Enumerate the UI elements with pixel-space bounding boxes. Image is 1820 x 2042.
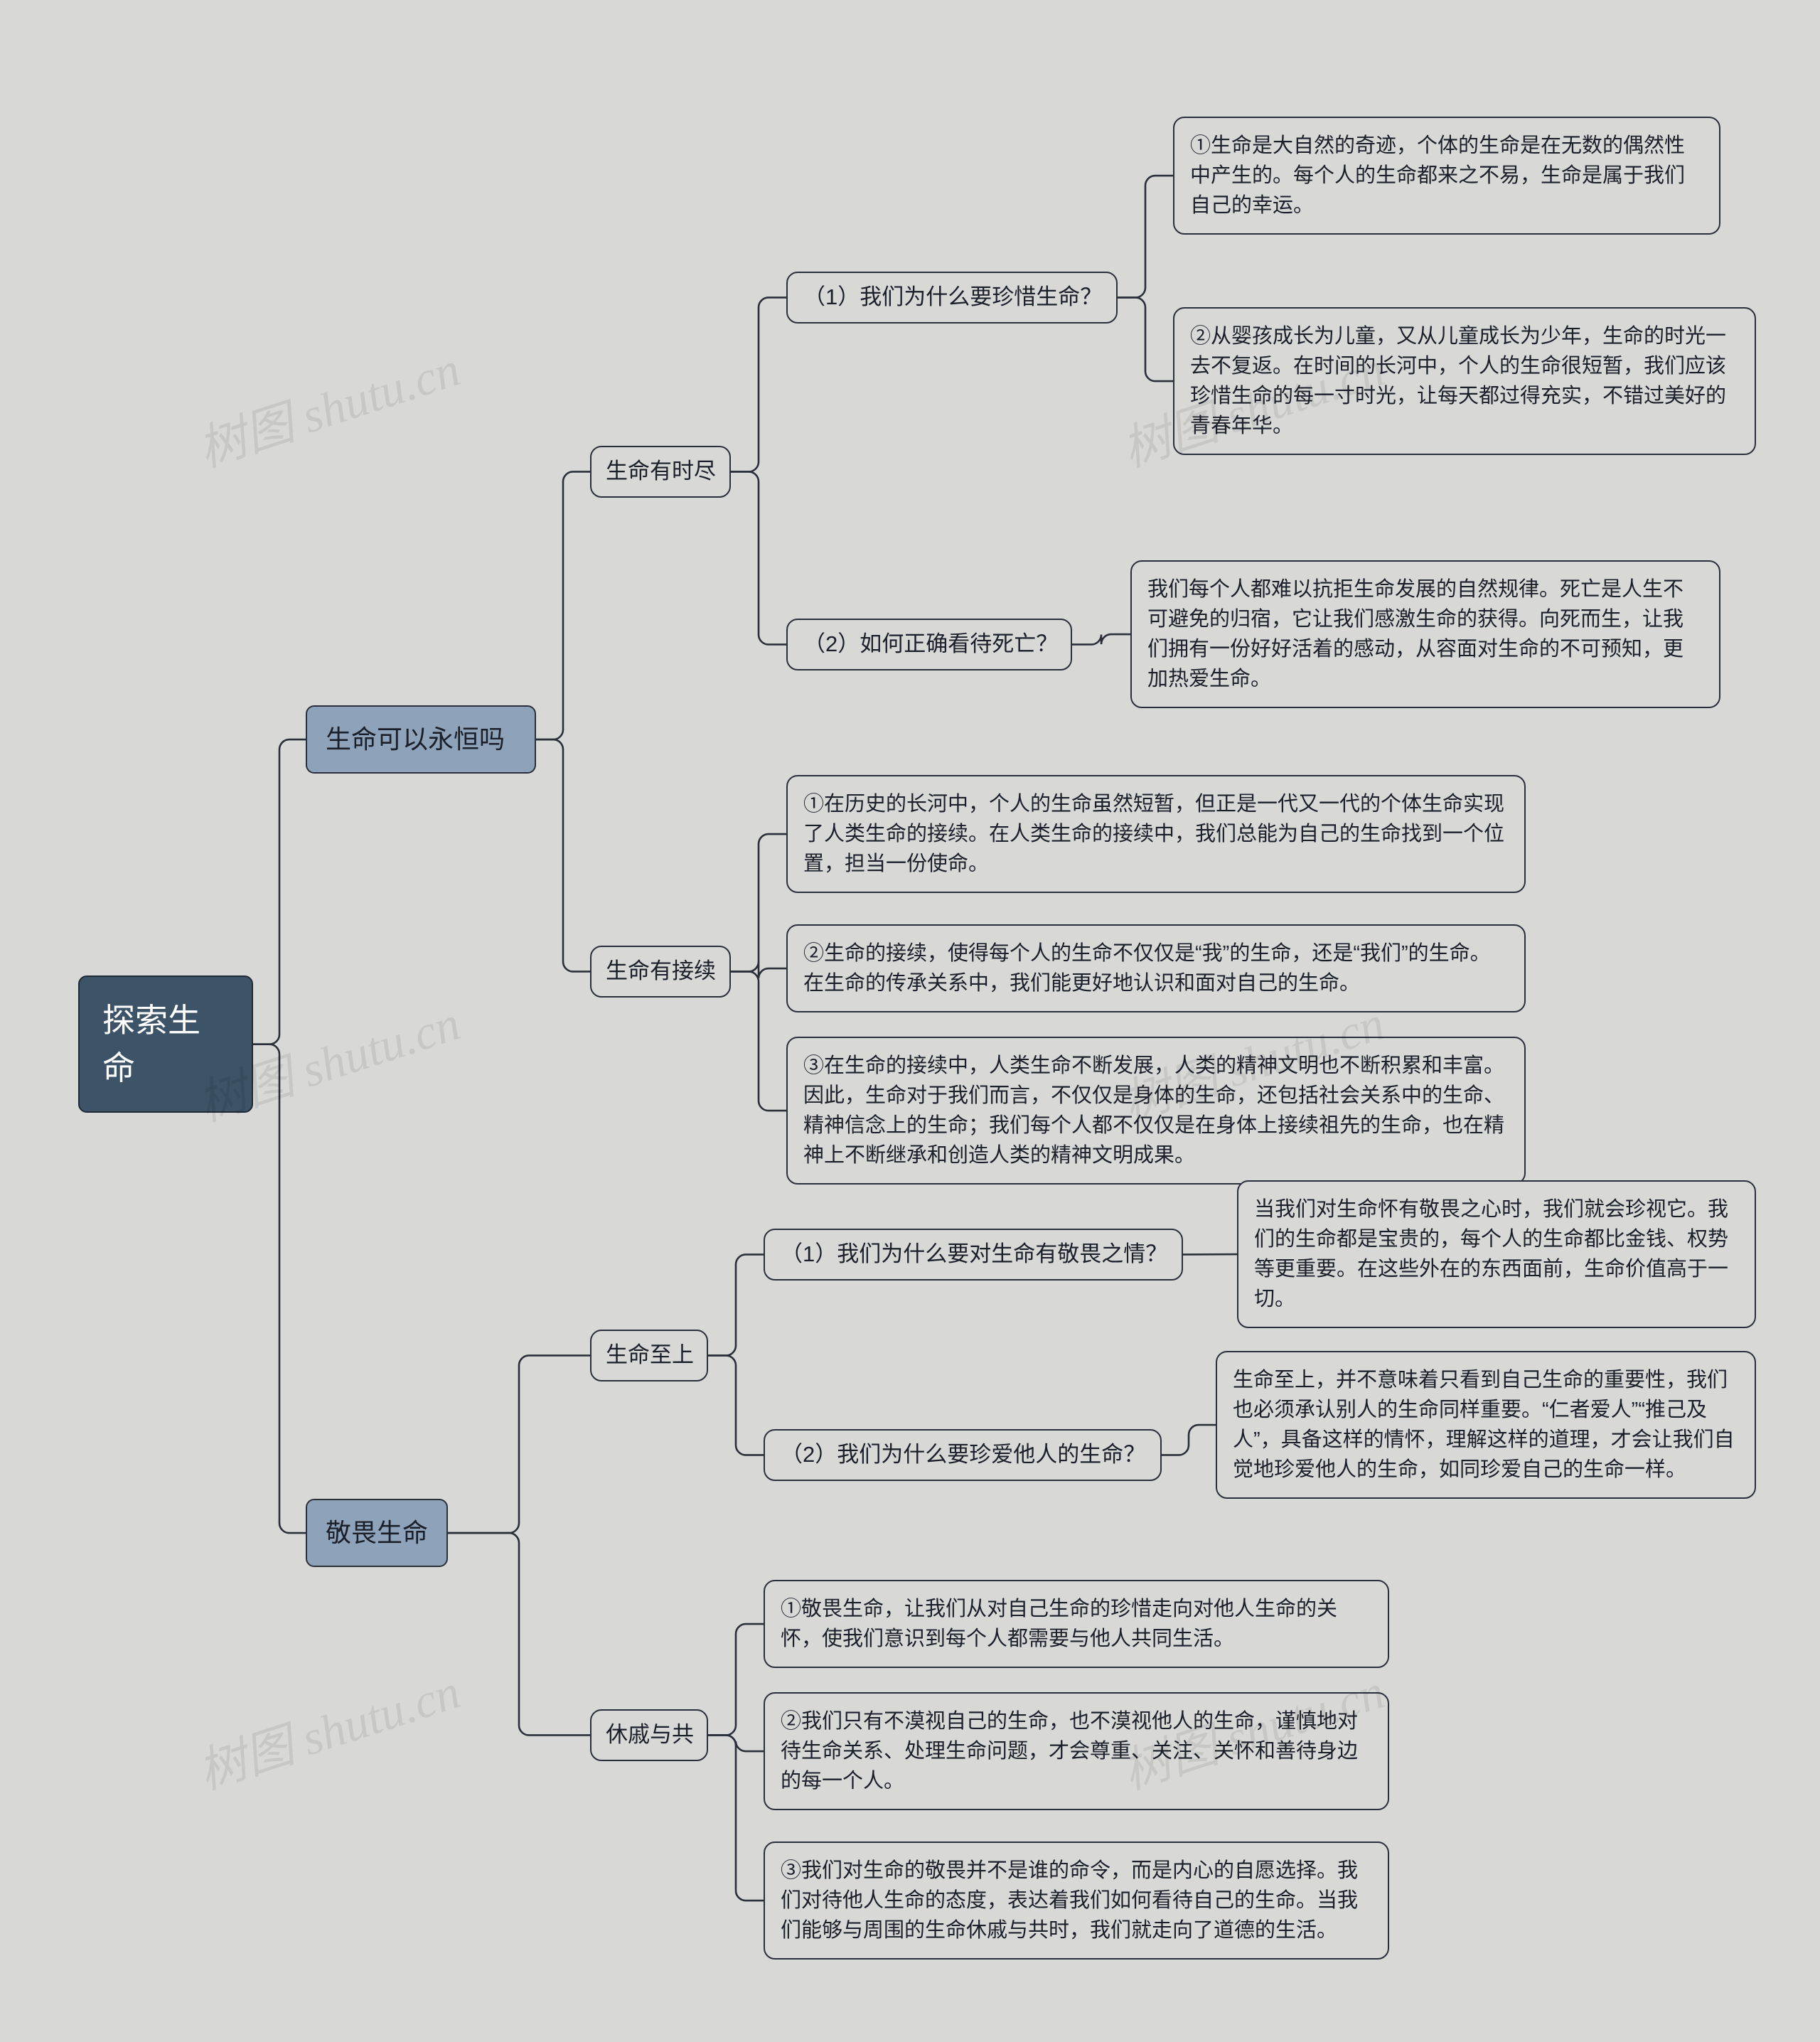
- leaf-spirit: ③在生命的接续中，人类生命不断发展，人类的精神文明也不断积累和丰富。因此，生命对…: [786, 1037, 1526, 1185]
- root-label: 探索生命: [102, 997, 229, 1091]
- sub-label: 生命有时尽: [606, 456, 716, 488]
- leaf-we-life: ②生命的接续，使得每个人的生命不仅仅是“我”的生命，还是“我们”的生命。在生命的…: [786, 924, 1526, 1012]
- leaf-text: ②我们只有不漠视自己的生命，也不漠视他人的生命，谨慎地对待生命关系、处理生命问题…: [781, 1706, 1372, 1796]
- q-label: （1）我们为什么要珍惜生命？: [803, 282, 1102, 314]
- sub-label: 休戚与共: [606, 1719, 694, 1751]
- q-label: （1）我们为什么要对生命有敬畏之情？: [781, 1239, 1167, 1271]
- sub-life-supreme: 生命至上: [590, 1330, 708, 1381]
- leaf-love-others: 生命至上，并不意味着只看到自己生命的重要性，我们也必须承认别人的生命同样重要。“…: [1216, 1351, 1756, 1499]
- section-label: 生命可以永恒吗: [326, 721, 505, 758]
- section-eternal-life: 生命可以永恒吗: [306, 705, 536, 774]
- leaf-not-ignore: ②我们只有不漠视自己的生命，也不漠视他人的生命，谨慎地对待生命关系、处理生命问题…: [764, 1692, 1389, 1810]
- leaf-text: ①生命是大自然的奇迹，个体的生命是在无数的偶然性中产生的。每个人的生命都来之不易…: [1190, 131, 1703, 220]
- root-node: 探索生命: [78, 975, 253, 1113]
- q-view-death: （2）如何正确看待死亡？: [786, 619, 1072, 670]
- leaf-text: 生命至上，并不意味着只看到自己生命的重要性，我们也必须承认别人的生命同样重要。“…: [1233, 1365, 1739, 1485]
- watermark: 树图 shutu.cn: [188, 329, 467, 480]
- section-revere-life: 敬畏生命: [306, 1499, 448, 1567]
- watermark: 树图 shutu.cn: [188, 1652, 467, 1802]
- sub-life-finite: 生命有时尽: [590, 446, 731, 498]
- sub-label: 生命至上: [606, 1340, 694, 1372]
- section-label: 敬畏生命: [326, 1514, 428, 1551]
- leaf-care: ①敬畏生命，让我们从对自己生命的珍惜走向对他人生命的关怀，使我们意识到每个人都需…: [764, 1580, 1389, 1668]
- q-label: （2）我们为什么要珍爱他人的生命？: [781, 1439, 1145, 1471]
- mindmap-canvas: 探索生命 生命可以永恒吗 敬畏生命 生命有时尽 生命有接续 生命至上 休戚与共 …: [0, 0, 1820, 2042]
- leaf-miracle: ①生命是大自然的奇迹，个体的生命是在无数的偶然性中产生的。每个人的生命都来之不易…: [1173, 117, 1720, 235]
- leaf-voluntary: ③我们对生命的敬畏并不是谁的命令，而是内心的自愿选择。我们对待他人生命的态度，表…: [764, 1841, 1389, 1960]
- leaf-text: ②从婴孩成长为儿童，又从儿童成长为少年，生命的时光一去不复返。在时间的长河中，个…: [1190, 321, 1739, 441]
- q-label: （2）如何正确看待死亡？: [803, 629, 1058, 661]
- leaf-value-supreme: 当我们对生命怀有敬畏之心时，我们就会珍视它。我们的生命都是宝贵的，每个人的生命都…: [1237, 1180, 1756, 1328]
- leaf-text: ③在生命的接续中，人类生命不断发展，人类的精神文明也不断积累和丰富。因此，生命对…: [803, 1051, 1509, 1170]
- leaf-time-short: ②从婴孩成长为儿童，又从儿童成长为少年，生命的时光一去不复返。在时间的长河中，个…: [1173, 307, 1756, 455]
- q-why-cherish: （1）我们为什么要珍惜生命？: [786, 272, 1118, 324]
- sub-shared-fate: 休戚与共: [590, 1709, 708, 1761]
- leaf-death-law: 我们每个人都难以抗拒生命发展的自然规律。死亡是人生不可避免的归宿，它让我们感激生…: [1130, 560, 1720, 708]
- leaf-text: ③我们对生命的敬畏并不是谁的命令，而是内心的自愿选择。我们对待他人生命的态度，表…: [781, 1856, 1372, 1945]
- leaf-history: ①在历史的长河中，个人的生命虽然短暂，但正是一代又一代的个体生命实现了人类生命的…: [786, 775, 1526, 893]
- leaf-text: ②生命的接续，使得每个人的生命不仅仅是“我”的生命，还是“我们”的生命。在生命的…: [803, 939, 1509, 998]
- leaf-text: 我们每个人都难以抗拒生命发展的自然规律。死亡是人生不可避免的归宿，它让我们感激生…: [1147, 574, 1703, 694]
- sub-label: 生命有接续: [606, 956, 716, 988]
- leaf-text: ①在历史的长河中，个人的生命虽然短暂，但正是一代又一代的个体生命实现了人类生命的…: [803, 789, 1509, 879]
- leaf-text: ①敬畏生命，让我们从对自己生命的珍惜走向对他人生命的关怀，使我们意识到每个人都需…: [781, 1594, 1372, 1654]
- q-why-revere: （1）我们为什么要对生命有敬畏之情？: [764, 1229, 1183, 1281]
- sub-life-continues: 生命有接续: [590, 946, 731, 998]
- q-why-cherish-others: （2）我们为什么要珍爱他人的生命？: [764, 1429, 1162, 1481]
- leaf-text: 当我们对生命怀有敬畏之心时，我们就会珍视它。我们的生命都是宝贵的，每个人的生命都…: [1254, 1194, 1739, 1314]
